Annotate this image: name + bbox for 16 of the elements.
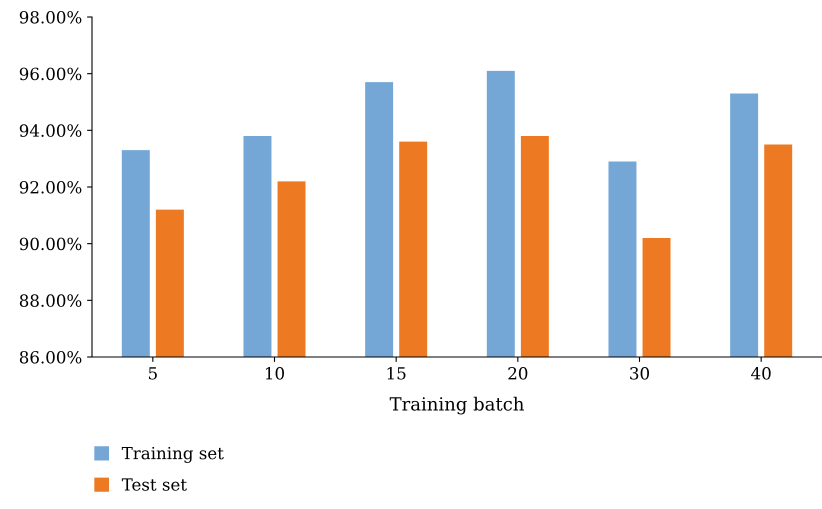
- y-tick-label: 92.00%: [20, 180, 82, 194]
- legend-label: Test set: [122, 478, 187, 491]
- x-tick-label: 30: [630, 367, 649, 380]
- y-tick-label: 96.00%: [20, 68, 82, 80]
- y-tick-label: 98.00%: [20, 10, 82, 24]
- x-tick-label: 15: [388, 367, 406, 380]
- legend-label: Training set: [122, 446, 224, 463]
- x-tick-label: 20: [508, 367, 528, 380]
- y-tick-label: 90.00%: [20, 238, 82, 250]
- x-tick-label: 5: [148, 367, 157, 380]
- y-tick-label: 86.00%: [20, 350, 82, 364]
- x-axis-title: Training batch: [390, 396, 524, 414]
- y-tick-label: 94.00%: [20, 124, 82, 137]
- x-tick-label: 40: [751, 367, 771, 380]
- y-tick-label: 88.00%: [20, 294, 82, 307]
- x-tick-label: 10: [266, 367, 284, 380]
